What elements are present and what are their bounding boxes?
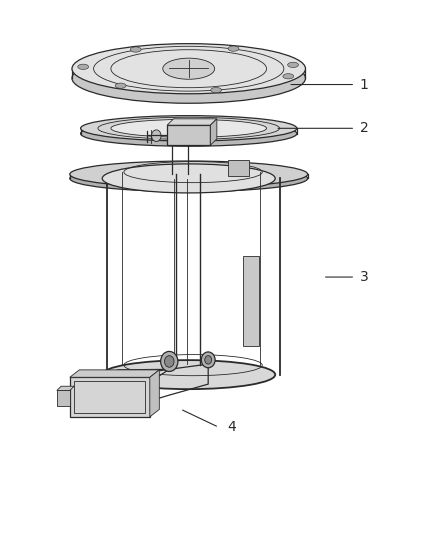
Ellipse shape <box>131 47 141 52</box>
Text: 1: 1 <box>360 77 368 92</box>
Ellipse shape <box>154 166 223 182</box>
Ellipse shape <box>152 130 161 141</box>
Ellipse shape <box>72 53 305 103</box>
Ellipse shape <box>81 121 297 146</box>
Text: 3: 3 <box>360 270 368 284</box>
Ellipse shape <box>70 161 307 188</box>
Polygon shape <box>210 119 217 145</box>
FancyBboxPatch shape <box>228 160 249 176</box>
Ellipse shape <box>201 352 215 368</box>
Ellipse shape <box>81 116 297 141</box>
Polygon shape <box>70 370 159 377</box>
Ellipse shape <box>163 58 215 79</box>
Ellipse shape <box>211 87 222 93</box>
FancyBboxPatch shape <box>57 391 70 406</box>
Ellipse shape <box>78 64 88 69</box>
FancyBboxPatch shape <box>167 125 210 145</box>
Ellipse shape <box>102 164 275 193</box>
Ellipse shape <box>205 356 212 364</box>
FancyBboxPatch shape <box>243 256 259 345</box>
Ellipse shape <box>283 74 294 79</box>
Text: 2: 2 <box>360 122 368 135</box>
FancyBboxPatch shape <box>70 377 150 417</box>
Ellipse shape <box>115 83 126 88</box>
Ellipse shape <box>161 351 178 372</box>
Ellipse shape <box>288 62 298 68</box>
Ellipse shape <box>165 356 174 367</box>
Polygon shape <box>150 370 159 417</box>
Text: 4: 4 <box>228 421 237 434</box>
Ellipse shape <box>102 360 275 389</box>
Polygon shape <box>57 386 74 391</box>
Ellipse shape <box>228 46 239 51</box>
Polygon shape <box>167 119 217 125</box>
Ellipse shape <box>70 165 307 191</box>
Ellipse shape <box>111 119 267 138</box>
Ellipse shape <box>72 44 305 94</box>
